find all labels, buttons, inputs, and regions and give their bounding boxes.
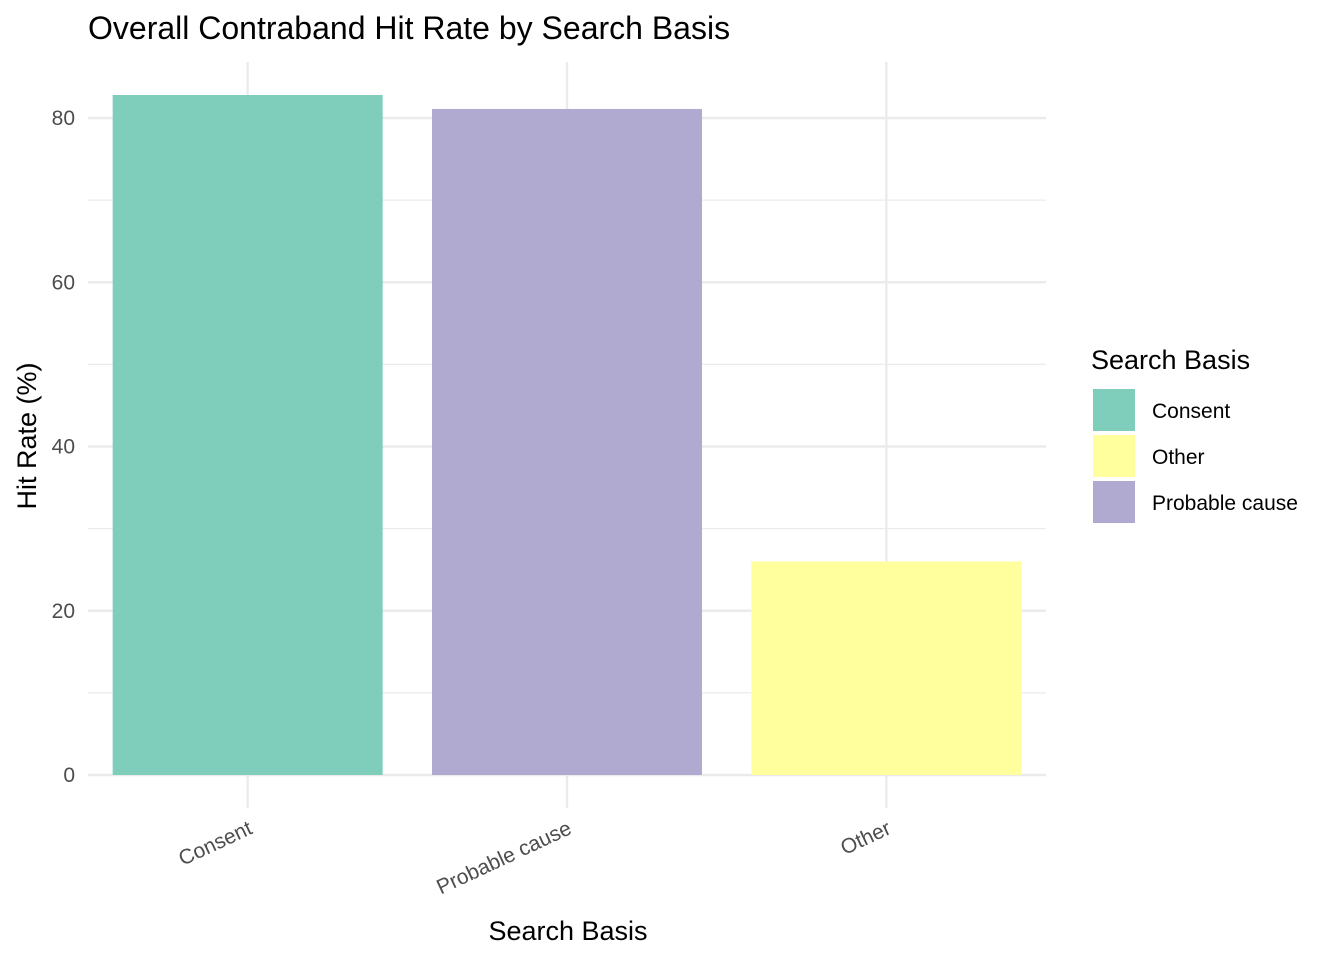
y-tick-label: 40	[52, 436, 75, 459]
bar-consent	[112, 95, 383, 775]
y-tick-label: 0	[63, 764, 75, 787]
x-axis-title: Search Basis	[488, 916, 647, 946]
legend: Search Basis Consent Other Probable cause	[1091, 345, 1298, 523]
x-tick-label: Consent	[175, 817, 256, 871]
bar-probable-cause	[432, 108, 702, 775]
y-axis-ticks: 0 20 40 60 80	[52, 107, 75, 787]
y-tick-label: 80	[52, 107, 75, 130]
chart-title: Overall Contraband Hit Rate by Search Ba…	[88, 10, 730, 46]
legend-title: Search Basis	[1091, 345, 1250, 375]
x-axis-ticks: Consent Probable cause Other	[175, 817, 894, 900]
y-axis-title: Hit Rate (%)	[12, 362, 42, 509]
bar-other	[751, 561, 1022, 775]
legend-label: Other	[1152, 446, 1205, 469]
y-tick-label: 60	[52, 271, 75, 294]
legend-label: Probable cause	[1152, 492, 1298, 515]
x-tick-label: Other	[837, 817, 894, 860]
legend-swatch	[1093, 389, 1135, 431]
legend-swatch	[1093, 435, 1135, 477]
y-tick-label: 20	[52, 600, 75, 623]
legend-items: Consent Other Probable cause	[1093, 389, 1298, 523]
legend-swatch	[1093, 481, 1135, 523]
x-tick-label: Probable cause	[433, 817, 575, 900]
bars	[112, 95, 1022, 775]
legend-label: Consent	[1152, 400, 1230, 423]
